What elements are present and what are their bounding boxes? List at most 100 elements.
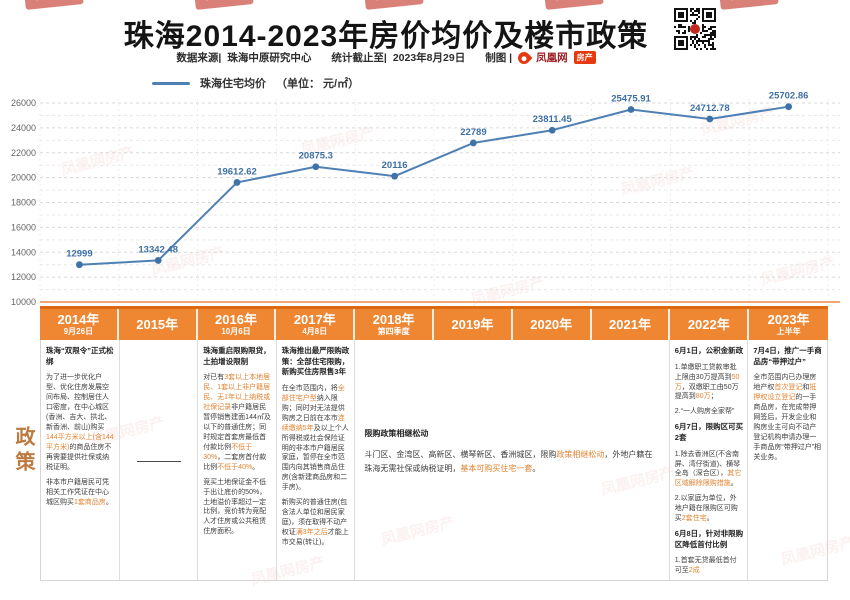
highlighted-text: 首次登记 [774,384,803,392]
data-point [233,179,241,186]
chart-legend: 珠海住宅均价 （单位： 元/㎡） [152,75,359,91]
policy-paragraph: 对已有3套以上本地居民、1套以上非户籍居民、无1年以上纳税或社保记录非户籍居民暂… [203,373,272,472]
year-header-2021年: 2021年 [592,309,671,340]
brand-badge: 房产 [573,51,596,64]
y-axis-tick: 24000 [11,123,36,133]
plain-text: 纳入限购；同时对无法提供购房之日前在本市 [281,394,345,422]
year-sub-label: 4月8日 [302,326,328,336]
highlighted-text: 不低于40% [217,463,253,471]
year-sub-label: 9月26日 [63,326,94,336]
year-header-2015年: 2015年 [119,309,198,340]
plain-text: 。 [252,463,260,471]
plain-text: 斗门区、金湾区、高新区、横琴新区、香洲城区，限购 [364,450,557,460]
y-axis-tick: 12000 [11,272,36,282]
plain-text: 珠海“双限令”正式松绑 [46,346,114,366]
y-axis-tick: 26000 [11,98,36,108]
plain-text: ，二套房首付款比例 [203,453,267,471]
year-header-2022年: 2022年 [670,309,750,340]
highlighted-text: 其它区域解除限购措施 [674,470,742,488]
year-header-2016年: 2016年 10月6日 [198,309,277,340]
plain-text: 在全市范围内，将 [281,384,338,392]
highlighted-text: 基本可购买住宅一套 [460,464,533,474]
policy-paragraph: 为了进一步优化户型、优化住房发展空间布局、控制居住人口密度，在中心城区(香洲、吉… [46,373,115,472]
year-label: 2017年 [293,311,336,327]
highlighted-text: 满3年之后 [295,529,328,537]
policy-title: 7月4日，推广一手商品房“带押过户” [753,346,823,367]
year-label: 2016年 [215,311,257,327]
y-axis-tick: 22000 [11,148,36,158]
y-axis-tick: 18000 [11,198,36,208]
plain-text: 的一手商品房，在完成带押网签后，开发企业和购房业主可向不动产登记机构申请办理一手… [753,394,822,461]
data-point [470,139,477,147]
policy-paragraph: 新购买的普通住房(包含法人单位和居民家庭)，须在取得不动产权证满3年之后才能上市… [282,498,351,548]
year-label: 2019年 [451,316,494,332]
data-point [785,103,792,111]
legend-line-swatch [152,81,190,85]
y-axis-tick: 16000 [11,222,36,232]
plain-text: 6月1日，公积金新政 [674,346,744,355]
policy-table-body: 珠海“双限令”正式松绑为了进一步优化户型、优化住房发展空间布局、控制居住人口密度… [40,340,828,581]
year-header-row: 2014年 9月26日 2015年 2016年 10月6日 2017年 4月8日 2018年第… [40,306,828,340]
highlighted-text: 全部住宅户型 [281,384,345,402]
deadline-value: 2023年8月29日 [392,52,466,64]
highlighted-text: 政策相继松动 [556,450,605,460]
policy-paragraph: 非本市户籍居民可凭相关工作凭证在中心城区购买1套商品房。 [46,478,115,508]
year-header-2020年: 2020年 [513,309,592,340]
policy-2017: 珠海推出最严限购政策：全部住宅限购，新购买住房限售3年在全市范围内，将全部住宅户… [277,340,356,580]
data-label: 13342.48 [138,244,178,255]
plain-text: ，外地户籍在珠海无需社保或纳税证明， [364,450,653,474]
plain-text: 6月7日，限购区可买2套 [674,422,744,442]
data-label: 20875.3 [299,151,333,162]
data-label: 20116 [382,160,408,171]
year-header-2014年: 2014年 9月26日 [40,309,119,340]
policy-paragraph: 1.首套无贷最低首付可至2成 [675,556,744,576]
plain-text: 的商品住房不再需要提供社保或纳税证明。 [46,443,112,471]
data-label: 22789 [460,127,486,138]
plain-text: 非本市户籍居民可凭相关工作凭证在中心城区购买 [46,478,109,506]
plain-text: 和 [802,384,810,392]
y-axis-tick: 14000 [11,247,36,257]
plain-text: 珠海推出最严限购政策：全部住宅限购，新购买住房限售3年 [281,346,350,377]
data-label: 24712.78 [690,103,730,114]
watermark-stamp: 凤凰网房产 [194,0,254,10]
year-header-2023年: 2023年 上半年 [749,309,828,340]
plain-text: 。 [532,464,541,474]
y-axis-tick: 20000 [11,173,36,183]
year-sub-label: 10月6日 [221,326,251,336]
y-axis-tick: 10000 [11,297,36,307]
policy-title: 珠海“双限令”正式松绑 [46,346,115,367]
brand-name: 凤凰网 [536,52,568,64]
policy-title: 6月8日，针对非限购区降低首付比例 [675,529,744,550]
plain-text: ； [710,393,718,401]
data-label: 25702.86 [769,91,809,102]
plain-text: 。 [105,498,113,506]
plain-text: 对已有 [203,374,225,382]
year-header-2018年: 2018年 第四季度 [355,309,434,340]
source-label: 数据来源| [176,52,222,64]
year-header-2017年: 2017年 4月8日 [276,309,356,340]
no-policy-dash [136,461,181,462]
data-point [154,257,162,264]
highlighted-text: 80万 [695,393,711,401]
qr-code [672,6,718,52]
policy-paragraph: 在全市范围内，将全部住宅户型纳入限购；同时对无法提供购房之日前在本市连续缴纳5年… [282,384,351,493]
plain-text: 才能上市交易(转让)。 [281,529,349,546]
policy-title: 珠海重启限购限贷，土拍增设限制 [203,346,272,367]
data-label: 12999 [66,249,92,260]
policy-paragraph: 2.“一人购房全家帮” [675,407,744,417]
policy-side-label: 政策 [12,426,34,476]
year-label: 2021年 [609,316,651,332]
plain-text: 新购买的普通住房(包含法人单位和居民家庭)，须在取得不动产权证 [281,499,348,537]
plain-text: 及以上个人所得税或社会保险证明的非本市户籍居民家庭，暂停在全市范围内向其销售商品… [281,424,349,492]
year-sub-label: 第四季度 [377,326,410,336]
deadline-label: 统计截止至| [331,52,387,64]
data-label: 25475.91 [611,94,651,105]
watermark-stamp: 凤凰网房产 [364,0,424,10]
data-point [627,106,635,113]
year-label: 2018年 [372,311,415,327]
highlighted-text: 连续缴纳5年 [281,414,345,432]
watermark-stamp: 凤凰网房产 [544,0,604,10]
policy-title: 珠海推出最严限购政策：全部住宅限购，新购买住房限售3年 [282,346,351,378]
legend-label: 珠海住宅均价 [200,78,266,90]
